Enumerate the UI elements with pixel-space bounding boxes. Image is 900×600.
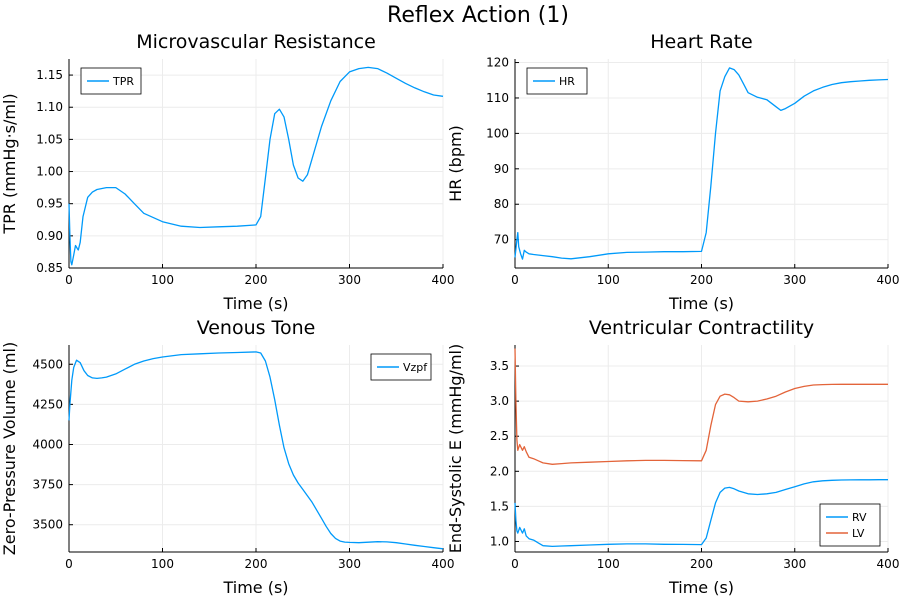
y-tick-label: 1.5 xyxy=(490,499,509,513)
panel-microvascular-resistance: 0 100 200 300 400 0.85 0.90 0.95 1.00 1.05 1.10 1.1… xyxy=(0,31,454,313)
y-axis-label: Zero-Pressure Volume (ml) xyxy=(0,342,19,555)
x-axis-label: Time (s) xyxy=(222,578,288,597)
legend-label: TPR xyxy=(112,75,134,88)
x-axis-label: Time (s) xyxy=(668,294,734,313)
y-tick-label: 4500 xyxy=(32,357,63,371)
figure-title: Reflex Action (1) xyxy=(387,3,569,28)
y-tick-label: 110 xyxy=(486,91,509,105)
panel-venous-tone: 0 100 200 300 400 3500 3750 4000 4250 4500 Venous … xyxy=(0,317,454,597)
panel-title: Ventricular Contractility xyxy=(589,317,814,339)
y-tick-label: 0.95 xyxy=(36,197,63,211)
y-tick-label: 1.0 xyxy=(490,534,509,548)
legend: RV LV xyxy=(819,503,881,547)
legend-label: HR xyxy=(559,75,575,88)
y-tick-label: 3500 xyxy=(32,518,63,532)
y-axis-label: HR (bpm) xyxy=(446,125,465,202)
y-tick-label: 1.10 xyxy=(36,100,63,114)
x-tick-label: 400 xyxy=(877,557,900,571)
y-tick-label: 1.15 xyxy=(36,68,63,82)
panel-title: Microvascular Resistance xyxy=(136,31,376,53)
x-tick-label: 300 xyxy=(338,273,361,287)
series-line-lv xyxy=(514,348,888,465)
panel-title: Heart Rate xyxy=(650,31,753,53)
y-tick-label: 3750 xyxy=(32,478,63,492)
series-line-rv xyxy=(514,479,888,548)
y-tick-label: 2.0 xyxy=(490,464,509,478)
x-tick-label: 200 xyxy=(690,557,713,571)
y-axis-label: TPR (mmHg·s/ml) xyxy=(0,93,19,234)
y-tick-label: 120 xyxy=(486,56,509,70)
legend: TPR xyxy=(80,67,142,95)
panel-title: Venous Tone xyxy=(197,317,316,339)
series-line-tpr xyxy=(68,66,444,266)
x-axis-label: Time (s) xyxy=(668,578,734,597)
y-tick-label: 100 xyxy=(486,126,509,140)
x-tick-label: 400 xyxy=(432,273,455,287)
x-tick-label: 0 xyxy=(511,557,519,571)
panel-ventricular-contractility: 0 100 200 300 400 1.0 1.5 2.0 2.5 3.0 3.5 Ventricul… xyxy=(446,317,899,597)
x-tick-label: 200 xyxy=(245,557,268,571)
x-tick-label: 0 xyxy=(65,273,73,287)
x-tick-label: 100 xyxy=(151,273,174,287)
y-tick-label: 4250 xyxy=(32,397,63,411)
x-tick-label: 100 xyxy=(151,557,174,571)
x-tick-label: 100 xyxy=(597,557,620,571)
y-tick-label: 90 xyxy=(494,162,509,176)
y-tick-label: 0.90 xyxy=(36,229,63,243)
x-tick-label: 200 xyxy=(690,273,713,287)
y-tick-label: 1.05 xyxy=(36,132,63,146)
legend: Vzpf xyxy=(370,353,432,381)
x-tick-label: 0 xyxy=(511,273,519,287)
y-tick-label: 80 xyxy=(494,197,509,211)
x-tick-label: 400 xyxy=(432,557,455,571)
legend-label: RV xyxy=(852,511,867,524)
x-tick-label: 100 xyxy=(597,273,620,287)
x-tick-label: 300 xyxy=(338,557,361,571)
series-line-vzpf xyxy=(68,351,444,550)
panel-heart-rate: 0 100 200 300 400 70 80 90 100 110 120 Heart Rate Ti… xyxy=(446,31,899,313)
legend-box xyxy=(819,503,881,547)
x-tick-label: 300 xyxy=(783,557,806,571)
y-tick-label: 2.5 xyxy=(490,429,509,443)
y-tick-label: 3.5 xyxy=(490,359,509,373)
legend: HR xyxy=(526,67,588,95)
x-tick-label: 0 xyxy=(65,557,73,571)
legend-label: LV xyxy=(852,527,865,540)
legend-label: Vzpf xyxy=(403,361,428,374)
y-axis-label: End-Systolic E (mmHg/ml) xyxy=(446,344,465,553)
y-tick-label: 70 xyxy=(494,233,509,247)
x-axis-label: Time (s) xyxy=(222,294,288,313)
series-line-hr xyxy=(514,67,889,260)
y-tick-label: 1.00 xyxy=(36,165,63,179)
x-tick-label: 300 xyxy=(783,273,806,287)
x-tick-label: 400 xyxy=(877,273,900,287)
y-tick-label: 0.85 xyxy=(36,261,63,275)
y-tick-label: 3.0 xyxy=(490,394,509,408)
x-tick-label: 200 xyxy=(245,273,268,287)
y-tick-label: 4000 xyxy=(32,437,63,451)
